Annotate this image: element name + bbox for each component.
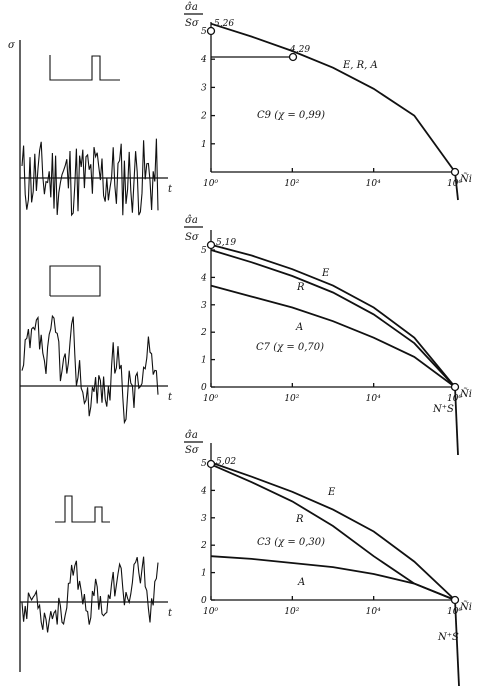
chart-2-annotation-2: C7 (χ = 0,70) bbox=[256, 342, 324, 353]
signal-3-time-label: t bbox=[168, 608, 173, 619]
chart-1-marker bbox=[288, 52, 298, 62]
chart-1-marker bbox=[206, 26, 216, 36]
chart-2-series-2-line bbox=[210, 249, 456, 388]
chart-3-y-tick-label: 2 bbox=[200, 541, 207, 551]
signal-2-trace bbox=[21, 314, 159, 425]
chart-2-marker bbox=[450, 382, 460, 392]
chart-3-series-2-label: R bbox=[295, 514, 304, 525]
chart-1-tail bbox=[454, 171, 459, 201]
chart-1-x-tick-label: 10² bbox=[284, 179, 299, 189]
chart-2-y-tick-label: 0 bbox=[201, 383, 207, 393]
chart-2-marker bbox=[206, 240, 216, 250]
chart-3-series-3-label: A bbox=[297, 577, 305, 588]
chart-3-annotation-2: C3 (χ = 0,30) bbox=[257, 537, 325, 548]
chart-3-x-tick-label: 10² bbox=[284, 607, 299, 617]
chart-1-x-tick-label: 10⁰ bbox=[203, 179, 218, 189]
chart-2-y-tick-label: 4 bbox=[200, 273, 207, 283]
chart-2-ylabel-bottom: Sσ bbox=[185, 232, 200, 243]
chart-3-y-tick-label: 1 bbox=[201, 569, 207, 579]
signal-2-inset-waveform bbox=[49, 265, 101, 297]
signal-axis-label: σ bbox=[8, 40, 16, 51]
chart-1-xlabel: Ñi bbox=[459, 173, 472, 185]
chart-1-annotation-2: 4,29 bbox=[289, 45, 310, 55]
chart-3-series-1-label: E bbox=[327, 487, 336, 498]
chart-1-y-tick-label: 3 bbox=[201, 83, 207, 93]
signal-1-trace bbox=[21, 138, 159, 217]
signal-3-trace bbox=[21, 556, 159, 633]
chart-3-y-tick-label: 0 bbox=[201, 596, 207, 606]
chart-3-annotation-1: 5,02 bbox=[216, 457, 236, 467]
chart-1-y-tick-label: 4 bbox=[200, 55, 207, 65]
chart-3-series-1-line bbox=[210, 461, 456, 601]
chart-3-tail bbox=[454, 599, 460, 686]
chart-2-series-3-line bbox=[210, 284, 456, 388]
chart-2-y-tick-label: 2 bbox=[200, 328, 207, 338]
chart-1-x-tick-label: 10⁴ bbox=[366, 179, 381, 189]
chart-3-y-tick-label: 4 bbox=[200, 486, 207, 496]
chart-2-y-tick-label: 5 bbox=[201, 246, 207, 256]
chart-2-series-1-line bbox=[210, 243, 456, 388]
chart-3-xlabel: Ñi bbox=[459, 601, 472, 613]
chart-3-annotation-3: N⁺S bbox=[437, 632, 459, 643]
chart-2-ylabel-top: σ̂a bbox=[185, 215, 198, 226]
chart-2-annotation-1: 5,19 bbox=[216, 238, 236, 248]
chart-2-series-1-label: E bbox=[321, 268, 330, 279]
chart-1-annotation-3: C9 (χ = 0,99) bbox=[257, 110, 325, 121]
chart-1-series-1-line bbox=[210, 22, 456, 173]
chart-2-annotation-3: N⁺S bbox=[432, 404, 454, 415]
chart-1-y-tick-label: 1 bbox=[201, 140, 207, 150]
chart-2-series-2-label: R bbox=[296, 282, 305, 293]
chart-2-y-tick-label: 3 bbox=[201, 301, 207, 311]
chart-1-y-tick-label: 2 bbox=[200, 112, 207, 122]
chart-3-marker bbox=[450, 595, 460, 605]
chart-1-marker bbox=[450, 167, 460, 177]
chart-3-marker bbox=[206, 459, 216, 469]
chart-3-x-tick-label: 10⁴ bbox=[366, 607, 381, 617]
chart-2-series-3-label: A bbox=[295, 322, 303, 333]
chart-3-y-tick-label: 5 bbox=[201, 459, 207, 469]
chart-2-x-tick-label: 10⁰ bbox=[203, 394, 218, 404]
chart-2-x-tick-label: 10² bbox=[284, 394, 299, 404]
signal-3-inset-waveform bbox=[55, 495, 110, 523]
chart-3-ylabel-bottom: Sσ bbox=[185, 445, 200, 456]
chart-2-y-tick-label: 1 bbox=[201, 356, 207, 366]
chart-1-ylabel-top: σ̂a bbox=[185, 2, 198, 13]
chart-1-x-tick-label: 10⁶ bbox=[447, 179, 462, 189]
signal-1-inset-waveform bbox=[49, 55, 120, 81]
chart-3-x-tick-label: 10⁰ bbox=[203, 607, 218, 617]
chart-1-ylabel-bottom: Sσ bbox=[185, 18, 200, 29]
chart-2-x-tick-label: 10⁴ bbox=[366, 394, 381, 404]
chart-3-y-tick-label: 3 bbox=[201, 514, 207, 524]
chart-2-tail bbox=[454, 386, 459, 456]
chart-3-series-2-line bbox=[210, 463, 456, 601]
signal-panel: σ t t t bbox=[8, 40, 173, 672]
chart-1-y-tick-label: 5 bbox=[201, 27, 207, 37]
signal-2-time-label: t bbox=[168, 392, 173, 403]
signal-1-time-label: t bbox=[168, 184, 173, 195]
chart-3-series-3-line bbox=[210, 555, 456, 601]
chart-1-series-1-label: E, R, A bbox=[342, 60, 378, 71]
chart-2-xlabel: Ñi bbox=[459, 388, 472, 400]
chart-1-annotation-1: 5,26 bbox=[214, 19, 234, 29]
chart-3-ylabel-top: σ̂a bbox=[185, 430, 198, 441]
